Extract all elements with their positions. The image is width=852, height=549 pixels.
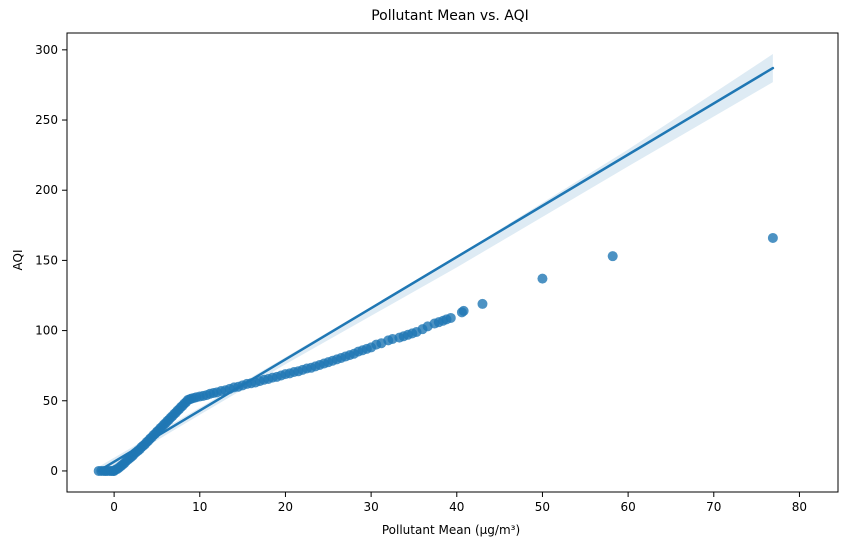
regression-line-layer <box>97 66 775 473</box>
data-point <box>537 273 548 284</box>
x-tick-label: 60 <box>620 500 635 514</box>
chart-title: Pollutant Mean vs. AQI <box>371 8 529 24</box>
x-tick-label: 40 <box>449 500 464 514</box>
data-point <box>607 251 618 262</box>
y-tick-label: 300 <box>35 43 58 57</box>
regression-line <box>97 66 775 473</box>
plot-frame <box>66 32 839 493</box>
x-tick-label: 30 <box>363 500 378 514</box>
x-tick-label: 20 <box>278 500 293 514</box>
y-tick-label: 200 <box>35 183 58 197</box>
x-axis-label: Pollutant Mean (µg/m³) <box>382 523 520 537</box>
data-point <box>477 298 488 309</box>
data-points-layer <box>93 232 778 476</box>
y-tick-label: 150 <box>35 253 58 267</box>
data-point <box>445 312 456 323</box>
confidence-band-layer <box>98 54 773 476</box>
y-tick-label: 250 <box>35 113 58 127</box>
x-tick-label: 50 <box>535 500 550 514</box>
x-tick-label: 70 <box>706 500 721 514</box>
y-tick-label: 0 <box>50 464 58 478</box>
x-tick-label: 80 <box>792 500 807 514</box>
axes-layer: 0 10 20 30 40 50 60 70 80 0 50 100 150 200 250 300 <box>35 32 839 514</box>
y-tick-label: 100 <box>35 324 58 338</box>
y-tick-label: 50 <box>43 394 58 408</box>
x-tick-label: 10 <box>192 500 207 514</box>
y-axis-label: AQI <box>11 250 25 271</box>
confidence-band <box>98 54 773 476</box>
data-point <box>767 232 778 243</box>
x-tick-label: 0 <box>110 500 118 514</box>
data-point <box>458 305 469 316</box>
